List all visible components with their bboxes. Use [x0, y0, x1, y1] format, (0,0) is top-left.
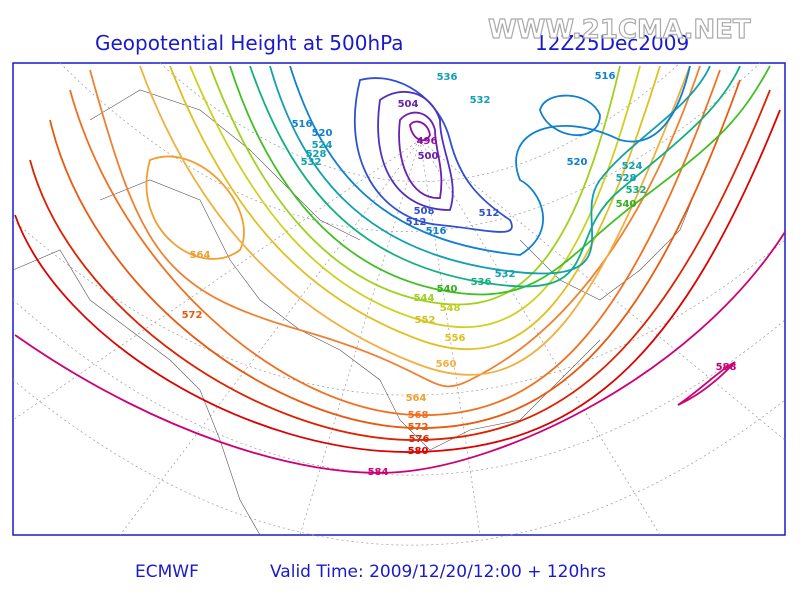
contour-label: 524: [622, 161, 643, 172]
map-frame: [12, 62, 786, 536]
contour-label: 516: [426, 226, 447, 237]
contour-label: 528: [306, 149, 327, 160]
contour-label: 532: [470, 95, 491, 106]
contour-label: 532: [626, 185, 647, 196]
coastlines: [12, 89, 701, 536]
contour-label: 520: [312, 128, 333, 139]
contour-label: 512: [479, 208, 500, 219]
contour-label: 524: [312, 140, 333, 151]
contour-label: 556: [445, 333, 466, 344]
contour-label: 572: [182, 310, 203, 321]
contour-labels: 536 532 516 504 516 520 524 528 532 496 …: [182, 71, 737, 478]
contours: [14, 65, 786, 474]
forecast-time: 12Z25Dec2009: [535, 31, 689, 55]
contour-label: 532: [301, 157, 322, 168]
contour-label: 520: [567, 157, 588, 168]
source: ECMWF: [135, 562, 199, 582]
contour-label: 552: [415, 315, 436, 326]
contour-label: 572: [408, 422, 429, 433]
contour-label: 584: [368, 467, 389, 478]
contour-label: 564: [190, 250, 211, 261]
contour-label: 516: [292, 119, 313, 130]
contour-label: 564: [406, 393, 427, 404]
contour-label: 496: [417, 136, 438, 147]
contour-label: 560: [436, 359, 457, 370]
contour-label: 536: [471, 277, 492, 288]
contour-label: 548: [440, 303, 461, 314]
contour-label: 544: [414, 293, 435, 304]
contour-label: 528: [616, 173, 637, 184]
watermark: WWW.21CMA.NET: [488, 15, 751, 45]
contour-label: 580: [408, 446, 429, 457]
contour-label: 540: [616, 199, 637, 210]
contour-label: 516: [595, 71, 616, 82]
title: Geopotential Height at 500hPa: [95, 31, 404, 55]
contour-label: 540: [437, 284, 458, 295]
contour-label: 500: [418, 151, 439, 162]
contour-label: 532: [495, 269, 516, 280]
contour-label: 568: [408, 410, 429, 421]
contour-label: 508: [414, 206, 435, 217]
contour-label: 504: [398, 99, 419, 110]
contour-label: 536: [437, 72, 458, 83]
valid-time: Valid Time: 2009/12/20/12:00 + 120hrs: [270, 562, 606, 582]
map: 536 532 516 504 516 520 524 528 532 496 …: [12, 62, 786, 546]
contour-label: 576: [409, 434, 430, 445]
contour-label: 512: [406, 217, 427, 228]
contour-label: 588: [716, 362, 737, 373]
